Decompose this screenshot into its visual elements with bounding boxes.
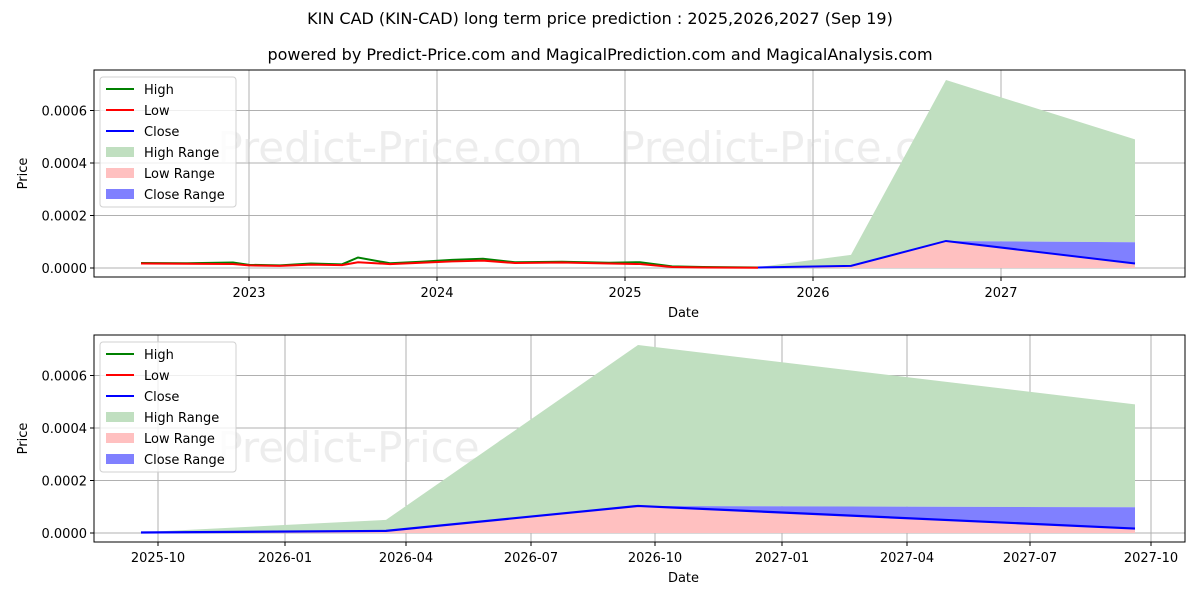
legend-patch-swatch <box>106 412 134 422</box>
x-tick-label: 2027-01 <box>755 551 809 566</box>
legend-patch-swatch <box>106 168 134 178</box>
axis-ticks: 2025-10 2026-01 2026-04 2026-07 2026-10 2027-… <box>16 370 1178 587</box>
x-tick-label: 2025 <box>608 286 641 301</box>
legend-item-high-range: High Range <box>106 411 219 426</box>
legend-patch-swatch <box>106 433 134 443</box>
legend-patch-swatch <box>106 454 134 464</box>
y-tick-label: 0.0000 <box>42 527 88 542</box>
legend-item-close: Close <box>106 390 179 405</box>
legend-label: Close Range <box>144 453 225 468</box>
close-forecast-line <box>757 239 1136 269</box>
legend-item-low-range: Low Range <box>106 167 215 182</box>
legend-label: High <box>144 83 174 98</box>
y-tick-label: 0.0004 <box>42 157 88 172</box>
legend: High Low Close High Range Low Range Close Ran… <box>99 341 237 473</box>
high-range-area <box>758 80 1135 268</box>
legend-label: Low Range <box>144 167 215 182</box>
legend-patch-swatch <box>106 147 134 157</box>
legend-item-high: High <box>106 348 174 363</box>
high-range-area <box>141 345 1135 533</box>
x-tick-label: 2023 <box>232 286 265 301</box>
x-tick-label: 2026-04 <box>379 551 433 566</box>
chart-subtitle: powered by Predict-Price.com and Magical… <box>267 45 933 64</box>
y-tick-label: 0.0006 <box>42 105 88 120</box>
legend-item-close-range: Close Range <box>106 453 225 468</box>
legend-item-low: Low <box>106 104 170 119</box>
legend-label: High <box>144 348 174 363</box>
legend-label: Low <box>144 369 170 384</box>
x-axis-label: Date <box>668 571 699 586</box>
axes-frame <box>93 334 1186 543</box>
axis-ticks: 2023 2024 2025 2026 2027 0.0000 0.0002 0.0004 0.… <box>16 105 1018 322</box>
svg-text:Predict-Price.com: Predict-Price.com <box>217 123 582 172</box>
legend-label: High Range <box>144 146 219 161</box>
x-tick-label: 2026-01 <box>258 551 312 566</box>
x-tick-label: 2027-04 <box>880 551 934 566</box>
legend-label: Low Range <box>144 432 215 447</box>
legend-item-high: High <box>106 83 174 98</box>
y-axis-label: Price <box>16 423 31 455</box>
legend-label: Close Range <box>144 188 225 203</box>
legend-item-high-range: High Range <box>106 146 219 161</box>
low-history-line <box>140 259 759 269</box>
y-axis-label: Price <box>16 158 31 190</box>
x-tick-label: 2027-07 <box>1003 551 1057 566</box>
x-tick-label: 2026 <box>796 286 829 301</box>
x-tick-label: 2024 <box>420 286 453 301</box>
chart-title: KIN CAD (KIN-CAD) long term price predic… <box>307 9 893 28</box>
axes-frame <box>93 69 1186 278</box>
x-tick-label: 2026-10 <box>628 551 682 566</box>
legend-label: Close <box>144 390 179 405</box>
legend-item-low-range: Low Range <box>106 432 215 447</box>
legend-patch-swatch <box>106 189 134 199</box>
legend-label: High Range <box>144 411 219 426</box>
y-tick-label: 0.0000 <box>42 262 88 277</box>
x-tick-label: 2026-07 <box>504 551 558 566</box>
x-axis-label: Date <box>668 306 699 321</box>
y-tick-label: 0.0002 <box>42 210 88 225</box>
close-range-area <box>141 505 1135 533</box>
legend-item-low: Low <box>106 369 170 384</box>
legend-item-close-range: Close Range <box>106 188 225 203</box>
legend-label: Low <box>144 104 170 119</box>
low-range-area <box>758 240 1135 268</box>
legend: High Low Close High Range Low Range Close Ran… <box>99 76 237 208</box>
x-tick-label: 2027-10 <box>1124 551 1178 566</box>
legend-item-close: Close <box>106 125 179 140</box>
y-tick-label: 0.0006 <box>42 370 88 385</box>
x-tick-label: 2027 <box>984 286 1017 301</box>
x-tick-label: 2025-10 <box>131 551 185 566</box>
low-range-area <box>141 505 1135 533</box>
y-tick-label: 0.0002 <box>42 475 88 490</box>
close-range-area <box>758 240 1135 268</box>
bottom-chart: Predict-Price.comPredict-Price.com2025-1… <box>16 334 1186 587</box>
legend-label: Close <box>144 125 179 140</box>
y-tick-label: 0.0004 <box>42 422 88 437</box>
close-forecast-line <box>140 504 1136 534</box>
